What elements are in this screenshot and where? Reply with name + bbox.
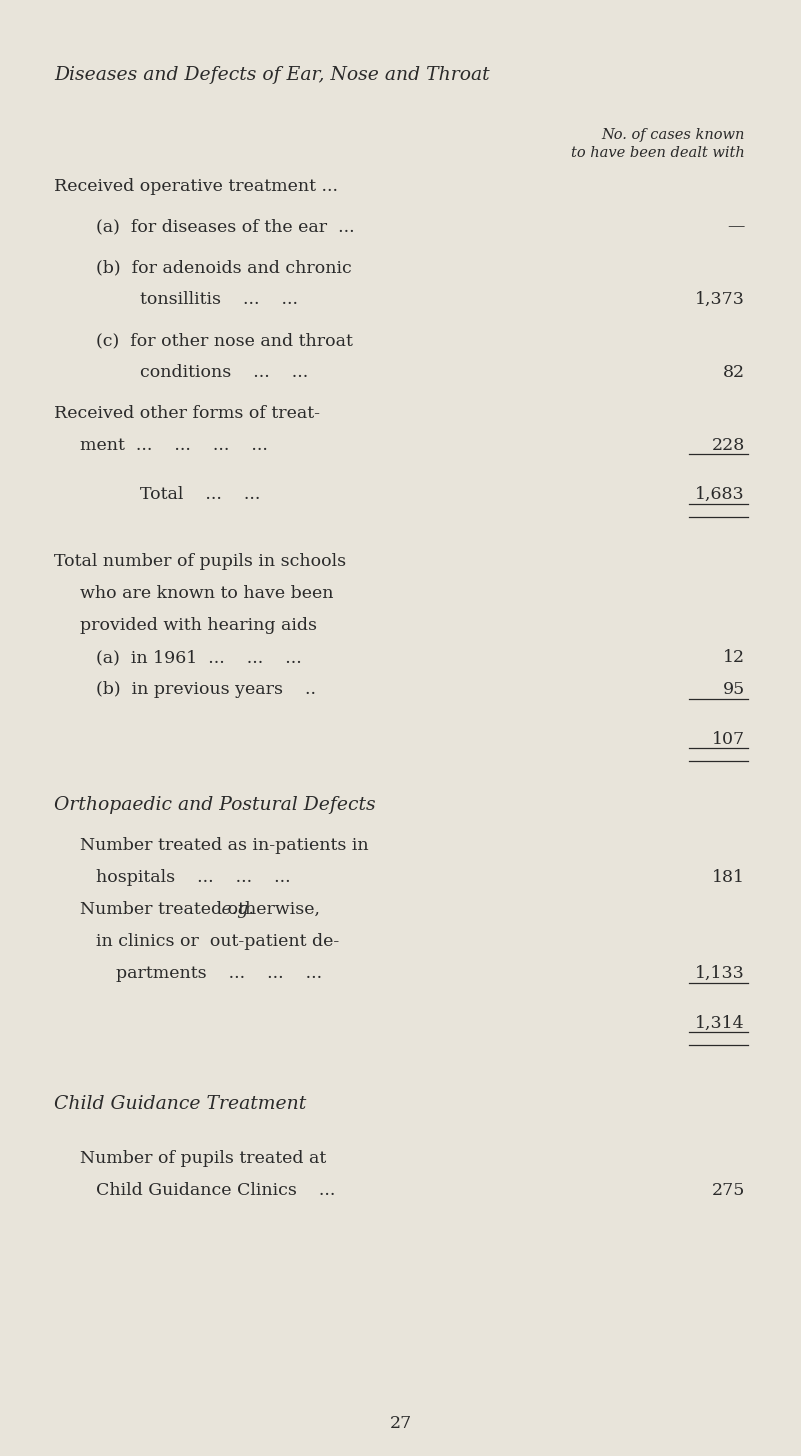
Text: Diseases and Defects of Ear, Nose and Throat: Diseases and Defects of Ear, Nose and Th…	[54, 66, 490, 83]
Text: Orthopaedic and Postural Defects: Orthopaedic and Postural Defects	[54, 796, 376, 814]
Text: (c)  for other nose and throat: (c) for other nose and throat	[96, 332, 353, 349]
Text: —: —	[727, 218, 745, 236]
Text: 1,683: 1,683	[695, 486, 745, 504]
Text: (a)  in 1961  ...    ...    ...: (a) in 1961 ... ... ...	[96, 649, 302, 667]
Text: (a)  for diseases of the ear  ...: (a) for diseases of the ear ...	[96, 218, 355, 236]
Text: Received other forms of treat-: Received other forms of treat-	[54, 405, 320, 422]
Text: 95: 95	[723, 681, 745, 699]
Text: 82: 82	[723, 364, 745, 381]
Text: to have been dealt with: to have been dealt with	[571, 146, 745, 160]
Text: Child Guidance Clinics    ...: Child Guidance Clinics ...	[96, 1182, 336, 1200]
Text: (b)  in previous years    ..: (b) in previous years ..	[96, 681, 316, 699]
Text: 1,133: 1,133	[695, 965, 745, 983]
Text: hospitals    ...    ...    ...: hospitals ... ... ...	[96, 869, 291, 887]
Text: 12: 12	[723, 649, 745, 667]
Text: Received operative treatment ...: Received operative treatment ...	[54, 178, 339, 195]
Text: Number of pupils treated at: Number of pupils treated at	[80, 1150, 326, 1168]
Text: 107: 107	[712, 731, 745, 748]
Text: Number treated otherwise,: Number treated otherwise,	[80, 901, 320, 919]
Text: who are known to have been: who are known to have been	[80, 585, 333, 603]
Text: 228: 228	[711, 437, 745, 454]
Text: ment  ...    ...    ...    ...: ment ... ... ... ...	[80, 437, 268, 454]
Text: 181: 181	[712, 869, 745, 887]
Text: partments    ...    ...    ...: partments ... ... ...	[116, 965, 322, 983]
Text: Number treated as in-patients in: Number treated as in-patients in	[80, 837, 368, 855]
Text: 275: 275	[711, 1182, 745, 1200]
Text: 27: 27	[389, 1415, 412, 1433]
Text: Total    ...    ...: Total ... ...	[140, 486, 260, 504]
Text: No. of cases known: No. of cases known	[602, 128, 745, 143]
Text: in clinics or  out-patient de-: in clinics or out-patient de-	[96, 933, 340, 951]
Text: e.g.: e.g.	[216, 901, 254, 919]
Text: Total number of pupils in schools: Total number of pupils in schools	[54, 553, 347, 571]
Text: 1,373: 1,373	[695, 291, 745, 309]
Text: provided with hearing aids: provided with hearing aids	[80, 617, 317, 635]
Text: (b)  for adenoids and chronic: (b) for adenoids and chronic	[96, 259, 352, 277]
Text: 1,314: 1,314	[695, 1015, 745, 1032]
Text: Child Guidance Treatment: Child Guidance Treatment	[54, 1095, 307, 1112]
Text: conditions    ...    ...: conditions ... ...	[140, 364, 308, 381]
Text: tonsillitis    ...    ...: tonsillitis ... ...	[140, 291, 298, 309]
